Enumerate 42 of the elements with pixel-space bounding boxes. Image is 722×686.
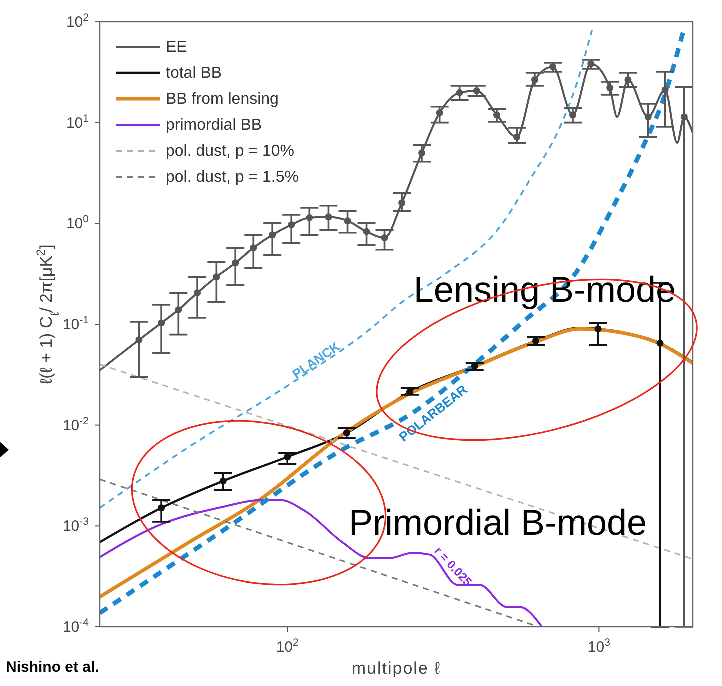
point [363, 228, 370, 236]
point [550, 63, 557, 70]
y-tick-label: 10$^{1}$ [66, 112, 90, 132]
point [306, 214, 314, 222]
point [570, 112, 577, 119]
point [269, 232, 276, 239]
point [624, 76, 632, 84]
y-tick-label: 10$^{-4}$ [62, 617, 90, 636]
legend-label: pol. dust, p = 10% [166, 143, 295, 160]
point [531, 76, 538, 84]
point [158, 320, 166, 327]
x-axis-title: multipole ℓ [352, 659, 442, 678]
point [213, 274, 220, 281]
y-tick-label: 10$^{2}$ [66, 12, 90, 31]
point [325, 214, 332, 221]
point [344, 218, 352, 225]
point [514, 134, 521, 141]
point [588, 60, 595, 68]
point [662, 86, 669, 94]
legend-label: BB from lensing [166, 91, 279, 108]
text: Nishino et al. [6, 659, 100, 676]
point [494, 112, 501, 119]
point [381, 234, 388, 242]
point [418, 150, 426, 157]
point [456, 89, 464, 96]
y-tick-label: 10$^{0}$ [66, 214, 90, 233]
point [606, 84, 614, 92]
y-tick-label: 10$^{-3}$ [62, 516, 90, 536]
y-tick-label: 10$^{-2}$ [62, 415, 90, 434]
legend-label: primordial BB [166, 117, 262, 134]
x-tick-label: 10$^{3}$ [588, 637, 611, 656]
point [288, 222, 296, 228]
legend-label: pol. dust, p = 1.5% [166, 169, 299, 186]
legend-label: EE [166, 39, 188, 56]
point [194, 290, 202, 297]
y-tick-label: 10$^{-1}$ [62, 314, 90, 334]
point [175, 306, 182, 314]
point [680, 114, 688, 121]
point [250, 244, 258, 252]
legend-label: total BB [166, 65, 222, 82]
point [644, 114, 652, 121]
point [232, 260, 240, 267]
